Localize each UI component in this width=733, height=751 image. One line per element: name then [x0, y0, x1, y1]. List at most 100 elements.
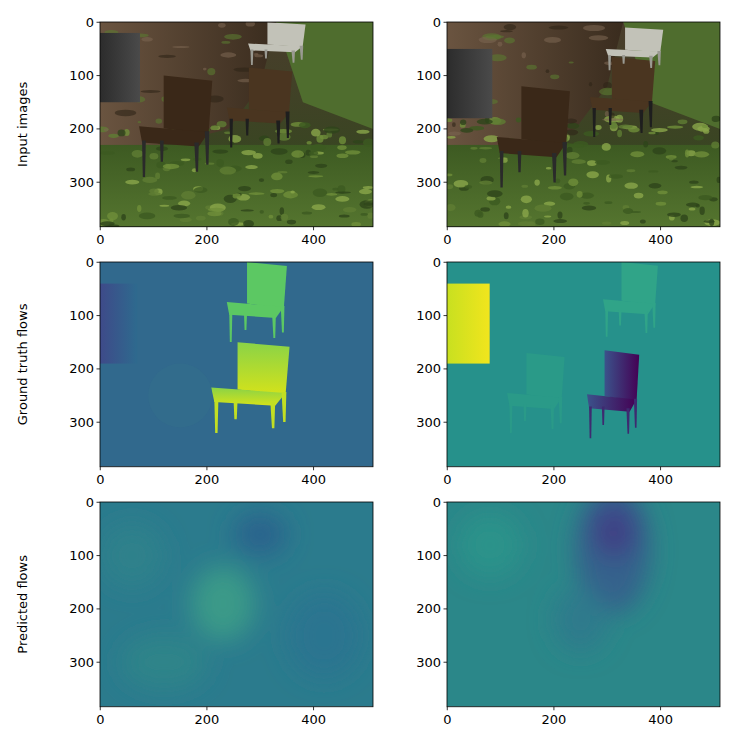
leaf — [711, 141, 719, 148]
blob — [554, 588, 607, 652]
leaf — [487, 190, 503, 197]
chair-leg — [281, 306, 285, 332]
chair-leg — [644, 311, 647, 333]
leaf — [290, 191, 294, 194]
x-tick — [553, 467, 554, 471]
y-tick-label: 200 — [416, 121, 441, 136]
y-tick-label: 300 — [416, 655, 441, 670]
y-tick — [444, 315, 448, 316]
panel: 02004000100200300Predicted flows — [15, 495, 373, 727]
chair-leg — [272, 315, 276, 338]
x-tick — [313, 227, 314, 231]
leaf — [521, 195, 532, 203]
y-tick — [97, 368, 101, 369]
leaf — [583, 202, 590, 205]
y-tick-label: 200 — [416, 601, 441, 616]
chair-leg — [559, 397, 563, 423]
chair-leg — [622, 55, 625, 64]
leaf — [248, 192, 264, 195]
y-tick — [444, 368, 448, 369]
leaf — [464, 185, 472, 189]
x-tick-label: 200 — [541, 472, 566, 487]
leaf — [243, 220, 254, 227]
bark — [158, 55, 176, 58]
bark — [602, 118, 624, 121]
leaf — [704, 220, 715, 223]
leaf — [270, 189, 284, 193]
trunk — [447, 22, 623, 156]
bark — [141, 90, 161, 93]
y-tick-label: 0 — [86, 495, 94, 510]
x-tick — [553, 707, 554, 711]
y-axis-label: Predicted flows — [15, 555, 30, 654]
leaf — [108, 134, 119, 138]
chair-leg — [609, 108, 612, 125]
leaf — [335, 191, 351, 193]
y-tick — [444, 502, 448, 503]
x-tick — [100, 467, 101, 471]
chair-leg — [608, 55, 611, 70]
leaf — [557, 211, 562, 218]
background — [100, 502, 373, 707]
leaf — [159, 205, 169, 207]
bark — [104, 128, 109, 132]
bark — [504, 37, 515, 43]
chair-back — [526, 353, 564, 399]
chair-leg — [286, 112, 290, 138]
leaf — [139, 213, 155, 220]
leaf — [527, 221, 535, 227]
leaf — [656, 202, 667, 206]
x-tick — [447, 467, 448, 471]
x-tick-label: 200 — [194, 472, 219, 487]
chair-leg — [657, 51, 661, 65]
leaf — [325, 193, 337, 196]
image — [100, 262, 373, 467]
leaf — [125, 180, 139, 185]
leaf — [447, 184, 453, 189]
y-tick-label: 100 — [69, 68, 94, 83]
leaf — [560, 193, 574, 201]
leaf — [259, 178, 264, 182]
y-tick-label: 100 — [416, 308, 441, 323]
leaf — [479, 147, 492, 149]
chair-back — [625, 28, 663, 53]
bark — [211, 125, 219, 130]
leaf — [310, 155, 318, 158]
chair-left — [447, 49, 492, 118]
bark — [504, 24, 517, 30]
leaf — [302, 211, 312, 214]
leaf — [339, 214, 350, 217]
chair-back — [621, 262, 657, 305]
bark — [224, 34, 242, 40]
chair-leg — [509, 404, 512, 433]
leaf — [623, 208, 633, 214]
x-tick — [553, 227, 554, 231]
leaf — [504, 212, 509, 219]
leaf — [351, 222, 361, 227]
frame — [100, 262, 373, 467]
leaf — [609, 174, 623, 179]
leaf — [675, 166, 688, 170]
leaf — [219, 167, 236, 175]
x-tick-label: 0 — [443, 232, 451, 247]
y-tick — [97, 75, 101, 76]
chair-leg — [649, 56, 653, 68]
image — [447, 262, 720, 467]
leaf — [181, 191, 195, 200]
y-tick — [444, 22, 448, 23]
y-tick — [97, 608, 101, 609]
blob — [191, 566, 255, 641]
y-tick — [97, 502, 101, 503]
chair-leg — [605, 310, 608, 337]
bark — [156, 118, 163, 123]
x-tick — [206, 707, 207, 711]
leaf — [480, 158, 487, 163]
leaf — [474, 210, 481, 217]
background — [447, 22, 720, 227]
leaf — [132, 150, 144, 158]
leaf — [447, 174, 453, 177]
y-tick-label: 0 — [433, 255, 441, 270]
y-tick — [444, 128, 448, 129]
chair-leg — [246, 119, 249, 136]
leaf — [698, 195, 712, 200]
